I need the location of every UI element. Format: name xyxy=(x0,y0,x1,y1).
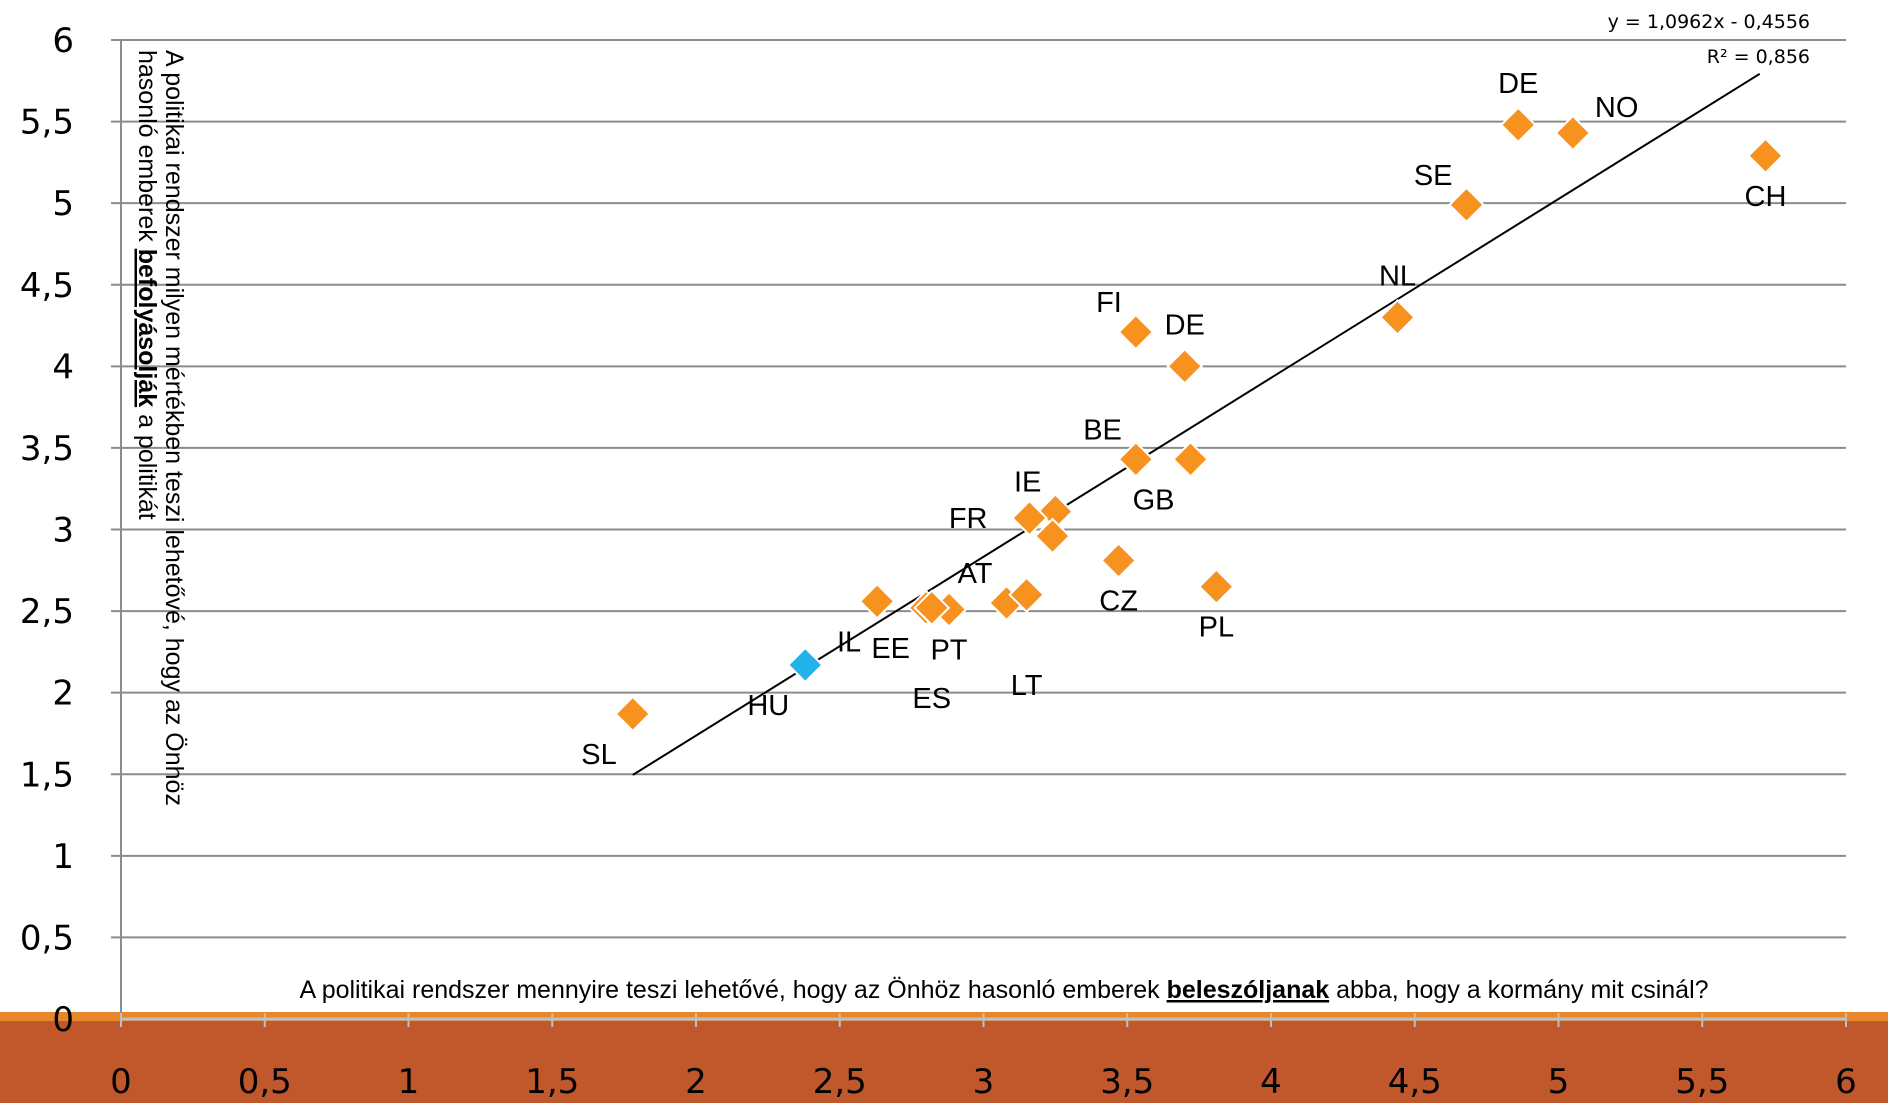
y-axis-label-emphasis: befolyásolják xyxy=(133,249,161,407)
x-tick-label: 0,5 xyxy=(238,1062,292,1102)
x-tick-label: 5 xyxy=(1548,1062,1570,1102)
y-tick-labels: 0 0,5 1 1,5 2 2,5 3 3,5 4 4,5 5 5,5 6 xyxy=(20,21,74,1040)
y-tick-label: 4,5 xyxy=(20,266,74,306)
x-tick-label: 3 xyxy=(973,1062,995,1102)
y-tick-label: 6 xyxy=(52,21,74,61)
data-point-marker xyxy=(1100,542,1138,579)
data-point-marker xyxy=(1166,347,1204,385)
data-point-marker xyxy=(614,695,652,733)
y-axis-label: A politikai rendszer milyen mértékben te… xyxy=(133,50,188,806)
y-axis-label-part: A politikai rendszer milyen mértékben te… xyxy=(160,50,188,806)
point-label: FI xyxy=(1096,287,1122,319)
gridlines xyxy=(111,39,1846,939)
data-point-marker xyxy=(1008,576,1046,614)
point-label: PT xyxy=(930,634,967,666)
x-tick-label: 3,5 xyxy=(1100,1062,1154,1102)
data-point-marker xyxy=(1117,313,1155,351)
trendline-equation: y = 1,0962x - 0,4556 xyxy=(1608,11,1810,33)
x-tick-label: 4 xyxy=(1260,1062,1282,1102)
data-point-marker xyxy=(1747,137,1784,175)
y-axis-label-line: A politikai rendszer milyen mértékben te… xyxy=(160,50,188,806)
trendline xyxy=(632,72,1761,776)
x-tick-label: 0 xyxy=(110,1062,132,1102)
x-tick-label: 2,5 xyxy=(813,1062,867,1102)
y-tick-label: 3,5 xyxy=(20,429,74,469)
x-tick-label: 1 xyxy=(398,1062,420,1102)
x-axis-label: A politikai rendszer mennyire teszi lehe… xyxy=(299,976,1708,1004)
data-point-marker xyxy=(1197,568,1235,606)
x-axis-label-emphasis: beleszóljanak xyxy=(1167,976,1330,1004)
y-axis-label-line: hasonló emberek befolyásolják a politiká… xyxy=(133,50,161,520)
data-point-marker xyxy=(858,582,896,620)
point-label: IL xyxy=(837,626,861,658)
data-point-marker xyxy=(786,646,824,684)
point-label: BE xyxy=(1083,414,1122,446)
point-label: HU xyxy=(747,690,789,722)
y-tick-label: 0,5 xyxy=(20,918,74,958)
data-point-marker xyxy=(913,589,951,627)
trendline-line xyxy=(632,72,1761,776)
y-tick-label: 3 xyxy=(52,511,74,551)
y-tick-label: 4 xyxy=(52,347,74,387)
point-label: GB xyxy=(1133,484,1175,516)
y-tick-label: 1 xyxy=(52,837,74,877)
data-point-marker xyxy=(1117,440,1155,478)
point-label: AT xyxy=(958,558,993,590)
data-point-marker xyxy=(1554,114,1592,152)
y-tick-label: 1,5 xyxy=(20,755,74,795)
y-tick-label: 5,5 xyxy=(20,103,74,143)
x-axis-label-part: abba, hogy a kormány mit csinál? xyxy=(1329,976,1708,1004)
y-axis-label-part: a politikát xyxy=(133,407,161,520)
y-tick-label: 2,5 xyxy=(20,592,74,632)
data-point-marker xyxy=(1448,186,1485,224)
data-point-marker xyxy=(1172,440,1209,478)
point-label: CH xyxy=(1745,181,1787,213)
x-tick-label: 5,5 xyxy=(1675,1062,1729,1102)
point-labels: DE NO CH SE NL FI DE BE GB IE FR CZ PL AT LT IL EE PT ES HU… xyxy=(581,68,1786,771)
point-label: DE xyxy=(1165,309,1205,341)
data-point-marker xyxy=(1011,499,1048,537)
data-point-marker xyxy=(1379,298,1416,336)
data-point-marker xyxy=(1034,517,1071,555)
trendline-r-squared: R² = 0,856 xyxy=(1707,46,1810,68)
x-tick-label: 6 xyxy=(1835,1062,1857,1102)
point-label: FR xyxy=(949,503,988,535)
footer-stripe xyxy=(0,1012,1888,1021)
y-tick-label: 2 xyxy=(52,674,74,714)
data-points xyxy=(614,106,1784,733)
point-label: PL xyxy=(1199,612,1234,644)
point-label: CZ xyxy=(1099,586,1138,618)
x-tick-label: 1,5 xyxy=(525,1062,579,1102)
point-label: ES xyxy=(912,683,951,715)
point-label: SL xyxy=(581,739,616,771)
y-tick-label: 0 xyxy=(52,1000,74,1040)
point-label: IE xyxy=(1014,467,1041,499)
point-label: NO xyxy=(1595,92,1639,124)
y-axis-label-part: hasonló emberek xyxy=(133,50,161,249)
data-point-marker xyxy=(1499,106,1537,144)
x-tick-labels: 0 0,5 1 1,5 2 2,5 3 3,5 4 4,5 5 5,5 6 xyxy=(110,1013,1857,1102)
y-tick-label: 5 xyxy=(52,184,74,224)
x-tick-label: 4,5 xyxy=(1388,1062,1442,1102)
point-label: NL xyxy=(1379,260,1416,292)
point-label: EE xyxy=(871,633,910,665)
point-label: LT xyxy=(1011,670,1043,702)
point-label: DE xyxy=(1498,68,1538,100)
point-label: SE xyxy=(1414,160,1453,192)
footer-band xyxy=(0,1012,1888,1103)
x-axis-label-part: A politikai rendszer mennyire teszi lehe… xyxy=(299,976,1166,1004)
x-tick-label: 2 xyxy=(685,1062,707,1102)
